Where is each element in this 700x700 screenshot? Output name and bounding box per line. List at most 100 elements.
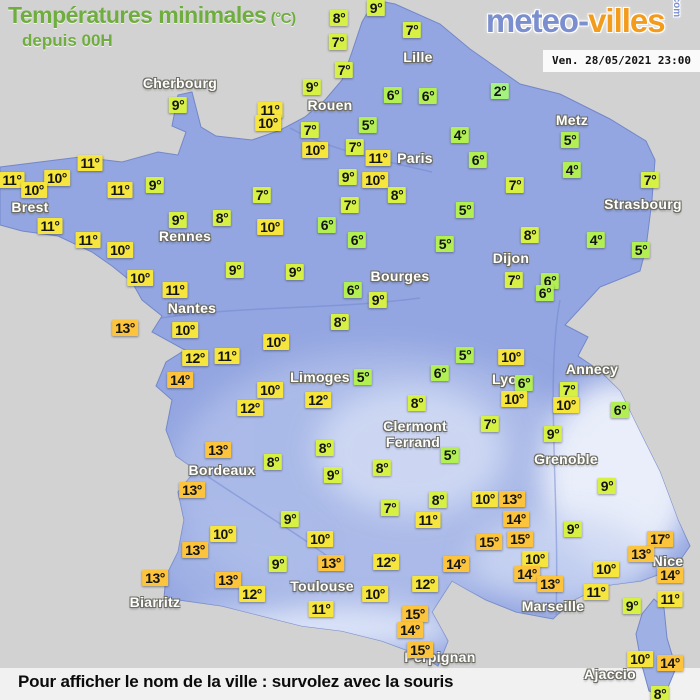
temp-badge[interactable]: 9° xyxy=(563,521,583,537)
temp-badge[interactable]: 6° xyxy=(535,285,555,301)
temp-badge[interactable]: 9° xyxy=(368,292,388,308)
temp-badge[interactable]: 7° xyxy=(480,416,500,432)
temp-badge[interactable]: 10° xyxy=(593,561,619,577)
temp-badge[interactable]: 5° xyxy=(455,202,475,218)
temp-badge[interactable]: 8° xyxy=(212,210,232,226)
temp-badge[interactable]: 12° xyxy=(182,350,208,366)
temp-badge[interactable]: 7° xyxy=(559,382,579,398)
temp-badge[interactable]: 11° xyxy=(162,282,188,298)
temp-badge[interactable]: 11° xyxy=(0,172,25,188)
temp-badge[interactable]: 10° xyxy=(472,491,498,507)
temp-badge[interactable]: 7° xyxy=(340,197,360,213)
temp-badge[interactable]: 11° xyxy=(77,155,103,171)
temp-badge[interactable]: 11° xyxy=(107,182,133,198)
temp-badge[interactable]: 10° xyxy=(44,170,70,186)
temp-badge[interactable]: 9° xyxy=(268,556,288,572)
temp-badge[interactable]: 11° xyxy=(583,584,609,600)
temp-badge[interactable]: 10° xyxy=(362,172,388,188)
temp-badge[interactable]: 4° xyxy=(562,162,582,178)
temp-badge[interactable]: 6° xyxy=(610,402,630,418)
temp-badge[interactable]: 8° xyxy=(330,314,350,330)
temp-badge[interactable]: 9° xyxy=(285,264,305,280)
temp-badge[interactable]: 14° xyxy=(657,655,683,671)
temp-badge[interactable]: 5° xyxy=(358,117,378,133)
temp-badge[interactable]: 8° xyxy=(315,440,335,456)
temp-badge[interactable]: 10° xyxy=(257,382,283,398)
temp-badge[interactable]: 8° xyxy=(372,460,392,476)
temp-badge[interactable]: 9° xyxy=(280,511,300,527)
temp-badge[interactable]: 6° xyxy=(383,87,403,103)
temp-badge[interactable]: 8° xyxy=(263,454,283,470)
temp-badge[interactable]: 5° xyxy=(631,242,651,258)
temp-badge[interactable]: 14° xyxy=(397,622,423,638)
meteo-villes-logo[interactable]: meteo-villes .com xyxy=(486,0,688,40)
temp-badge[interactable]: 15° xyxy=(402,606,428,622)
temp-badge[interactable]: 7° xyxy=(505,177,525,193)
temp-badge[interactable]: 13° xyxy=(628,546,654,562)
temp-badge[interactable]: 10° xyxy=(21,182,47,198)
temp-badge[interactable]: 9° xyxy=(145,177,165,193)
temp-badge[interactable]: 9° xyxy=(323,467,343,483)
temp-badge[interactable]: 11° xyxy=(657,591,683,607)
temp-badge[interactable]: 11° xyxy=(257,102,283,118)
temp-badge[interactable]: 13° xyxy=(142,570,168,586)
temp-badge[interactable]: 15° xyxy=(507,531,533,547)
temp-badge[interactable]: 10° xyxy=(263,334,289,350)
temp-badge[interactable]: 7° xyxy=(300,122,320,138)
temp-badge[interactable]: 6° xyxy=(514,375,534,391)
temp-badge[interactable]: 10° xyxy=(107,242,133,258)
temp-badge[interactable]: 13° xyxy=(182,542,208,558)
temp-badge[interactable]: 12° xyxy=(305,392,331,408)
temp-badge[interactable]: 6° xyxy=(317,217,337,233)
temp-badge[interactable]: 13° xyxy=(537,576,563,592)
temp-badge[interactable]: 9° xyxy=(168,97,188,113)
temp-badge[interactable]: 9° xyxy=(622,598,642,614)
temp-badge[interactable]: 10° xyxy=(627,651,653,667)
temp-badge[interactable]: 10° xyxy=(210,526,236,542)
temp-badge[interactable]: 13° xyxy=(318,555,344,571)
temp-badge[interactable]: 6° xyxy=(468,152,488,168)
temp-badge[interactable]: 8° xyxy=(407,395,427,411)
temp-badge[interactable]: 9° xyxy=(543,426,563,442)
temp-badge[interactable]: 15° xyxy=(476,534,502,550)
temp-badge[interactable]: 7° xyxy=(504,272,524,288)
temp-badge[interactable]: 10° xyxy=(172,322,198,338)
temp-badge[interactable]: 5° xyxy=(440,447,460,463)
temp-badge[interactable]: 9° xyxy=(168,212,188,228)
temp-badge[interactable]: 12° xyxy=(237,400,263,416)
temp-badge[interactable]: 10° xyxy=(501,391,527,407)
temp-badge[interactable]: 11° xyxy=(415,512,441,528)
temp-badge[interactable]: 7° xyxy=(402,22,422,38)
temp-badge[interactable]: 8° xyxy=(520,227,540,243)
temp-badge[interactable]: 10° xyxy=(255,115,281,131)
temp-badge[interactable]: 9° xyxy=(225,262,245,278)
temp-badge[interactable]: 17° xyxy=(647,531,673,547)
temp-badge[interactable]: 15° xyxy=(407,642,433,658)
temp-badge[interactable]: 11° xyxy=(365,150,391,166)
temp-badge[interactable]: 13° xyxy=(179,482,205,498)
temp-badge[interactable]: 11° xyxy=(308,601,334,617)
temp-badge[interactable]: 5° xyxy=(455,347,475,363)
temp-badge[interactable]: 10° xyxy=(498,349,524,365)
temp-badge[interactable]: 9° xyxy=(366,0,386,16)
temp-badge[interactable]: 4° xyxy=(586,232,606,248)
temp-badge[interactable]: 13° xyxy=(205,442,231,458)
temp-badge[interactable]: 11° xyxy=(75,232,101,248)
temp-badge[interactable]: 8° xyxy=(650,686,670,700)
temp-badge[interactable]: 12° xyxy=(412,576,438,592)
temp-badge[interactable]: 10° xyxy=(302,142,328,158)
temp-badge[interactable]: 10° xyxy=(553,397,579,413)
temp-badge[interactable]: 14° xyxy=(167,372,193,388)
temp-badge[interactable]: 12° xyxy=(239,586,265,602)
temp-badge[interactable]: 6° xyxy=(347,232,367,248)
temp-badge[interactable]: 14° xyxy=(514,566,540,582)
temp-badge[interactable]: 5° xyxy=(560,132,580,148)
temp-badge[interactable]: 7° xyxy=(334,62,354,78)
temp-badge[interactable]: 7° xyxy=(345,139,365,155)
temp-badge[interactable]: 10° xyxy=(307,531,333,547)
temp-badge[interactable]: 7° xyxy=(640,172,660,188)
temp-badge[interactable]: 10° xyxy=(522,551,548,567)
temp-badge[interactable]: 14° xyxy=(503,511,529,527)
temp-badge[interactable]: 14° xyxy=(443,556,469,572)
temp-badge[interactable]: 9° xyxy=(597,478,617,494)
